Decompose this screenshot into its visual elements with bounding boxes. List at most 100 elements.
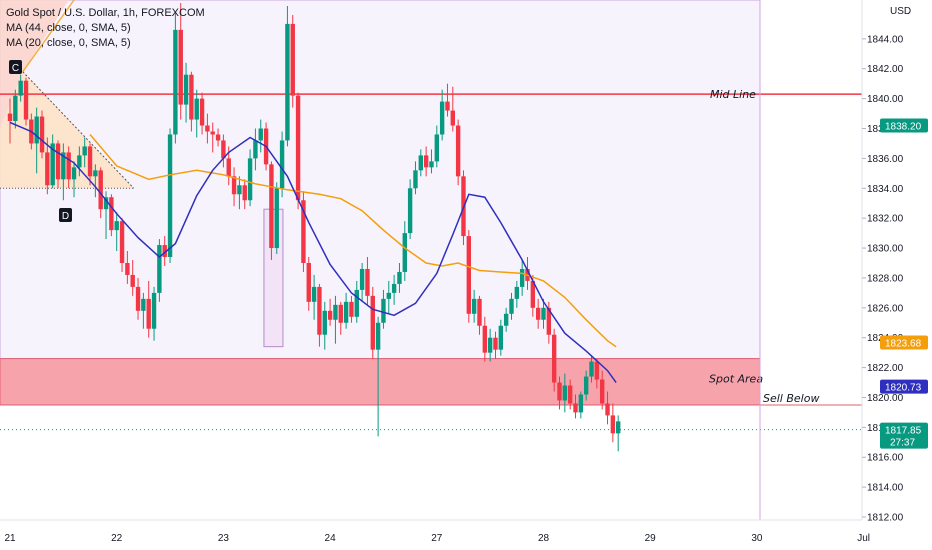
candle-body bbox=[359, 268, 365, 290]
spot-area-band bbox=[0, 358, 761, 406]
y-tick-label: 1834.00 bbox=[867, 184, 904, 195]
candle-body bbox=[141, 298, 146, 311]
candle-body bbox=[573, 403, 578, 413]
candle-body bbox=[551, 334, 557, 383]
candle bbox=[370, 286, 375, 359]
candle bbox=[13, 89, 18, 129]
candle bbox=[279, 131, 285, 198]
candle-body bbox=[210, 131, 215, 135]
candle bbox=[77, 146, 82, 177]
candle bbox=[605, 391, 610, 425]
candle bbox=[199, 92, 205, 135]
candle bbox=[215, 128, 221, 147]
price-tag-label: 1838.20 bbox=[885, 122, 922, 133]
candle-body bbox=[87, 146, 93, 177]
candle bbox=[167, 128, 173, 263]
candle bbox=[141, 292, 146, 329]
y-tick-label: 1820.00 bbox=[867, 393, 904, 404]
candle-body bbox=[258, 128, 263, 141]
price-tag-label: 1820.73 bbox=[885, 383, 922, 394]
candle-body bbox=[535, 307, 541, 320]
y-tick-label: 1840.00 bbox=[867, 94, 904, 105]
candle-body bbox=[333, 304, 338, 320]
candle bbox=[194, 89, 199, 138]
candle bbox=[23, 77, 29, 126]
candle bbox=[589, 355, 594, 383]
candle bbox=[45, 137, 50, 195]
candle bbox=[381, 289, 386, 329]
candle-body bbox=[7, 113, 13, 122]
y-tick-label: 1816.00 bbox=[867, 453, 904, 464]
candle bbox=[55, 140, 61, 189]
x-tick-label: 27 bbox=[431, 533, 443, 544]
candle bbox=[551, 328, 557, 392]
candle bbox=[322, 301, 327, 350]
pattern-zone-bottom bbox=[0, 71, 134, 189]
range-box bbox=[0, 0, 761, 360]
candle bbox=[157, 239, 162, 302]
candle bbox=[509, 292, 514, 320]
candle-body bbox=[253, 140, 258, 159]
legend-ma20: MA (20, close, 0, SMA, 5) bbox=[6, 37, 131, 49]
candle bbox=[375, 316, 381, 437]
candle-body bbox=[269, 164, 274, 249]
candle bbox=[258, 119, 263, 153]
x-tick-label: 23 bbox=[218, 533, 230, 544]
candle bbox=[151, 286, 157, 341]
point-c-bg bbox=[9, 60, 22, 74]
y-tick-label: 1828.00 bbox=[867, 273, 904, 284]
candle-body bbox=[215, 134, 221, 141]
candle bbox=[407, 179, 413, 240]
candle-body bbox=[583, 376, 589, 395]
candle-body bbox=[418, 155, 423, 171]
x-tick-label: 29 bbox=[645, 533, 657, 544]
candle-body bbox=[199, 98, 205, 126]
candle-body bbox=[365, 268, 370, 296]
candle bbox=[82, 137, 87, 168]
price-tag-bg bbox=[880, 422, 928, 449]
candle-body bbox=[599, 379, 605, 404]
candle-body bbox=[557, 382, 562, 401]
candle bbox=[567, 379, 573, 410]
candle-body bbox=[605, 403, 610, 416]
candle-body bbox=[274, 188, 279, 249]
candle bbox=[39, 110, 45, 159]
candle-body bbox=[66, 152, 71, 180]
candle-body bbox=[509, 298, 514, 314]
price-tag-label: 1817.85 bbox=[885, 426, 922, 437]
y-tick-label: 1830.00 bbox=[867, 244, 904, 255]
candle bbox=[519, 260, 525, 296]
candle bbox=[311, 274, 317, 320]
candle-body bbox=[178, 29, 183, 105]
candle bbox=[429, 149, 434, 174]
candle-body bbox=[370, 295, 375, 350]
candle-body bbox=[55, 143, 61, 180]
candle-body bbox=[237, 185, 242, 195]
candle-body bbox=[114, 221, 119, 231]
candle-body bbox=[39, 116, 45, 153]
candle bbox=[274, 182, 279, 255]
candle bbox=[413, 161, 418, 195]
price-tag-timer: 27:37 bbox=[890, 438, 915, 449]
point-d-bg bbox=[59, 208, 72, 222]
candle bbox=[210, 122, 215, 153]
candle-body bbox=[205, 125, 210, 132]
candle-body bbox=[487, 337, 493, 353]
candle bbox=[242, 179, 247, 210]
candle-body bbox=[157, 245, 162, 293]
y-tick-label: 1844.00 bbox=[867, 34, 904, 45]
mid-line-label: Mid Line bbox=[710, 88, 756, 101]
candle bbox=[71, 161, 77, 198]
candle-body bbox=[482, 325, 488, 353]
candle bbox=[247, 149, 253, 207]
candle bbox=[34, 107, 39, 174]
candle-body bbox=[162, 245, 167, 258]
price-tag: 1838.20 bbox=[880, 118, 928, 133]
candle bbox=[354, 280, 359, 323]
candles bbox=[7, 2, 621, 452]
candle bbox=[50, 134, 55, 189]
y-tick-label: 1842.00 bbox=[867, 64, 904, 75]
candle-body bbox=[119, 221, 125, 263]
